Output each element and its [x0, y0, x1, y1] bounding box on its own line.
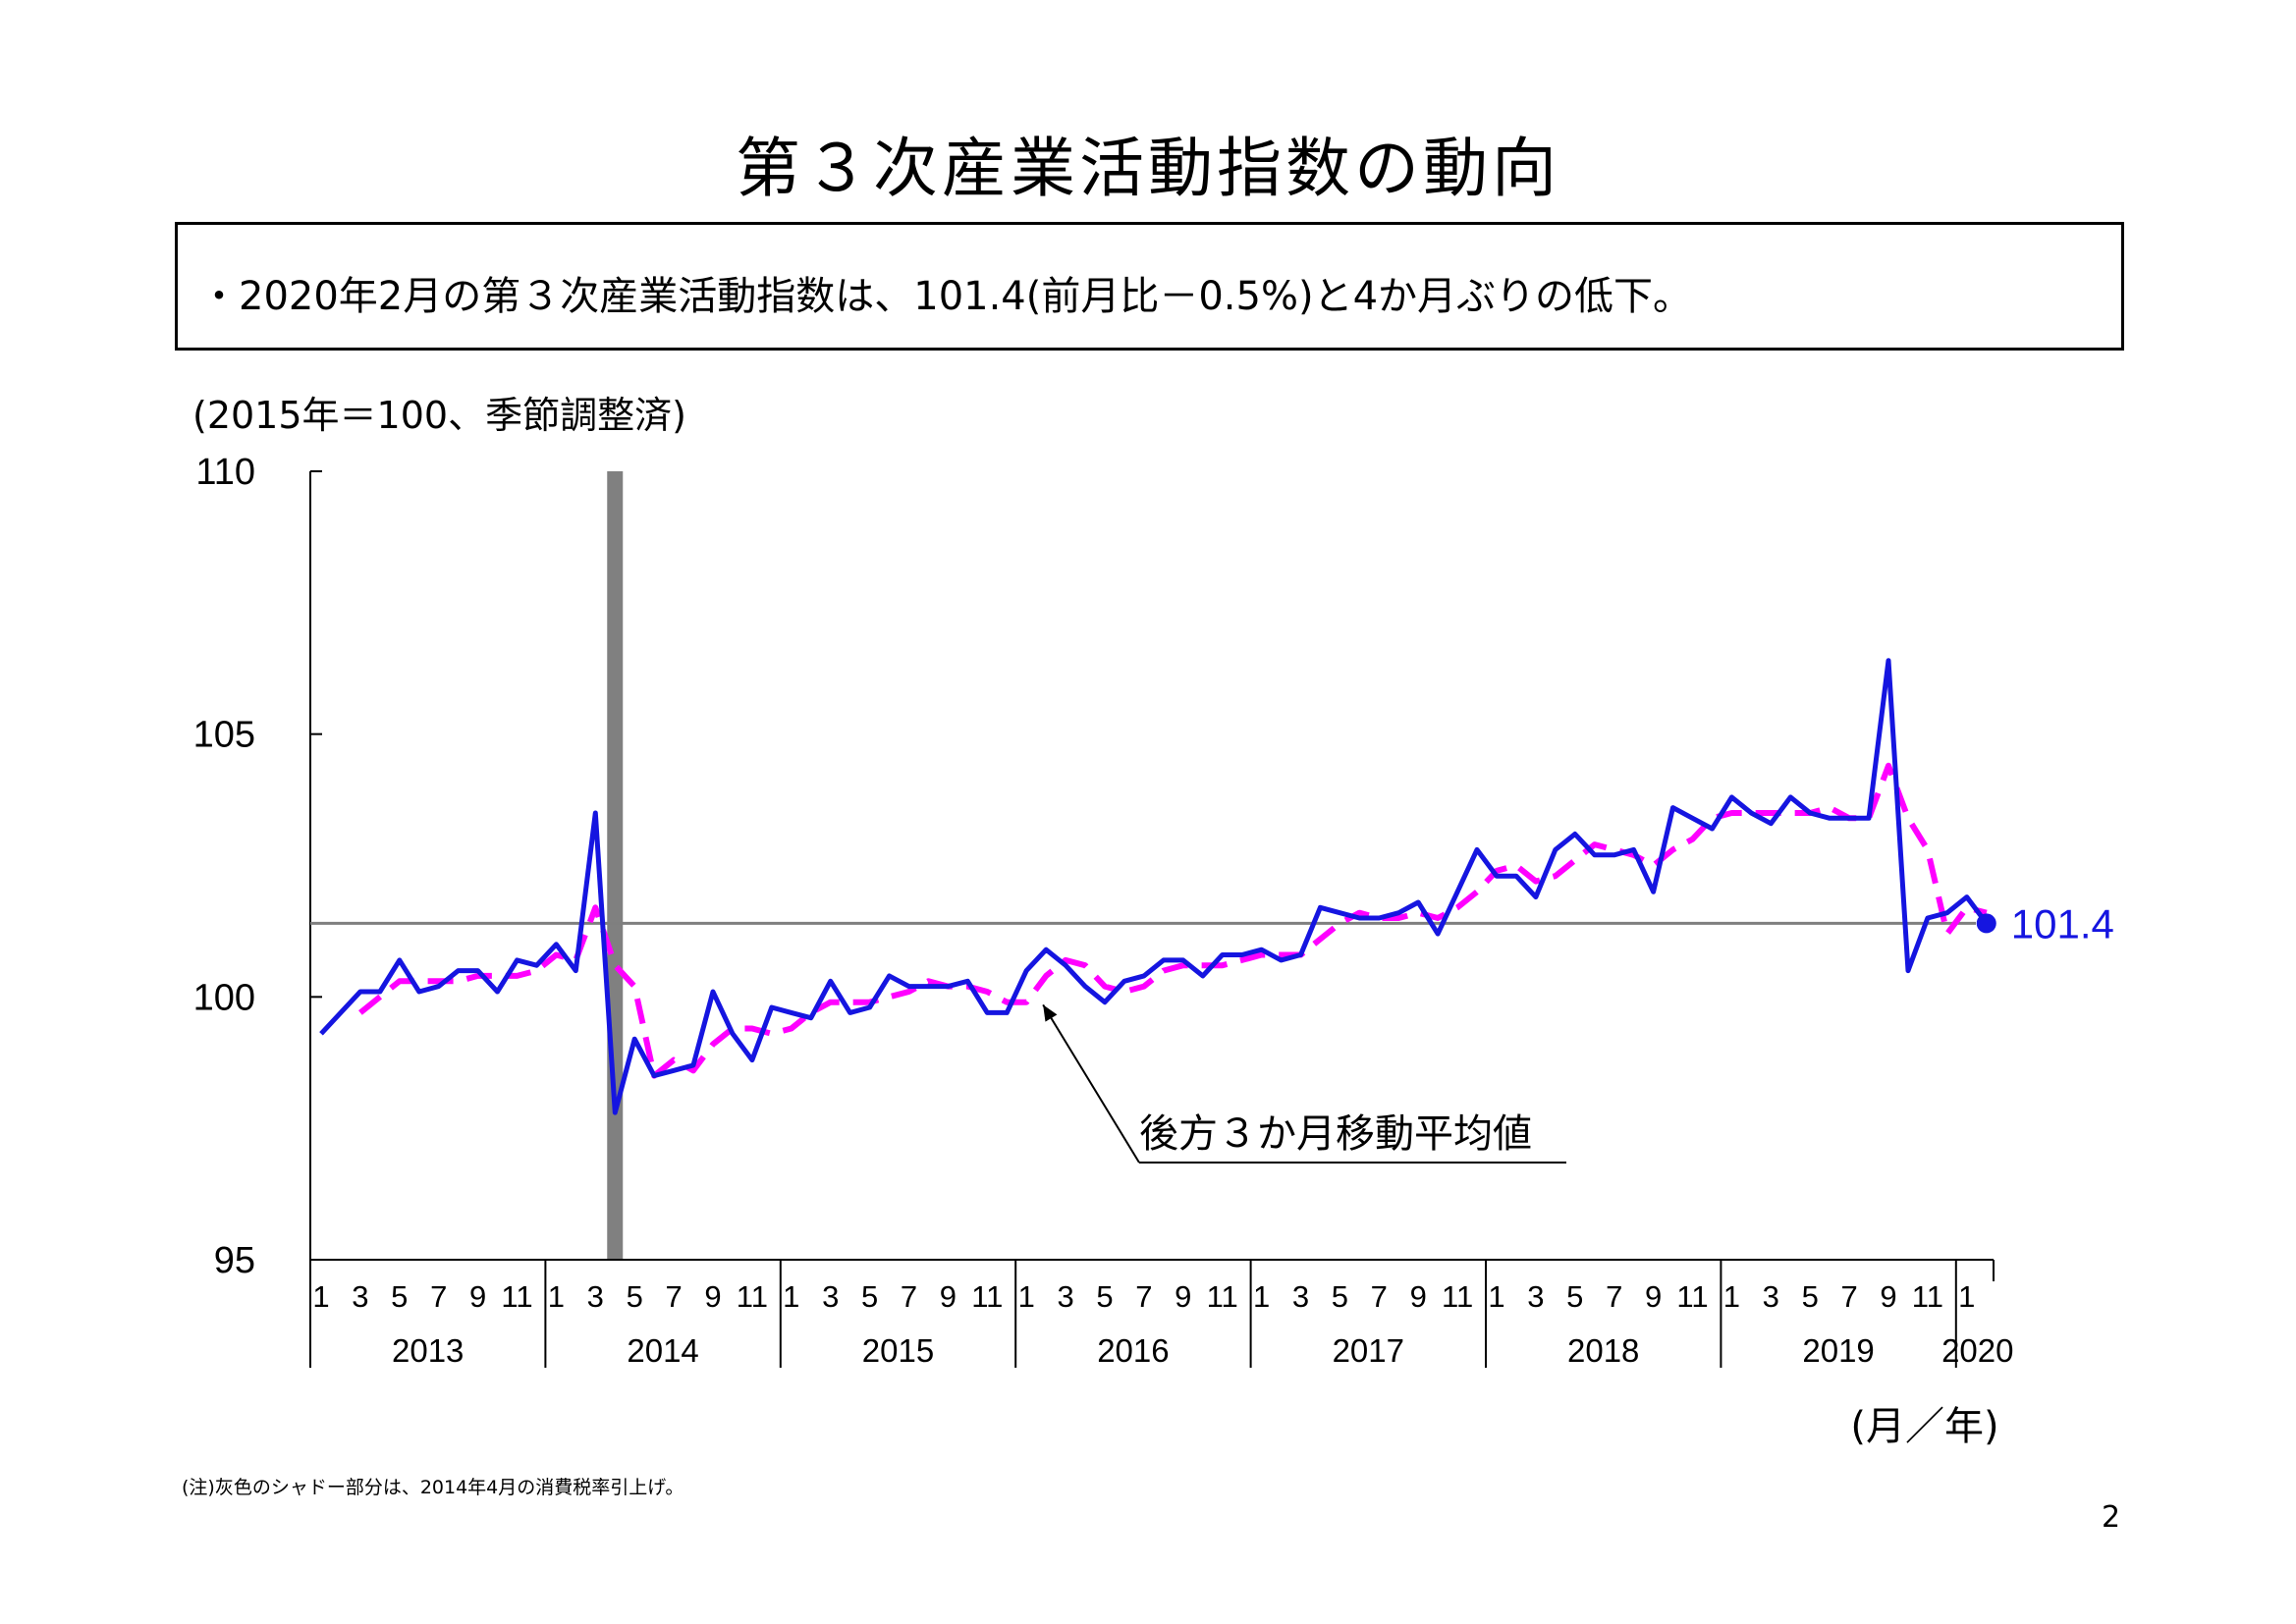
month-tick-label: 3: [1292, 1279, 1309, 1314]
y-tick-label: 95: [214, 1240, 255, 1281]
annotation-leader: [1042, 1003, 1140, 1164]
month-tick-label: 11: [501, 1279, 532, 1314]
month-tick-label: 1: [312, 1279, 329, 1314]
month-tick-label: 5: [1096, 1279, 1113, 1314]
year-label: 2014: [627, 1332, 698, 1369]
page-number: 2: [2102, 1500, 2121, 1535]
month-tick-label: 3: [587, 1279, 604, 1314]
year-label: 2019: [1802, 1332, 1874, 1369]
month-tick-label: 5: [627, 1279, 643, 1314]
month-tick-label: 9: [469, 1279, 486, 1314]
month-tick-label: 9: [1410, 1279, 1427, 1314]
month-tick-label: 5: [391, 1279, 408, 1314]
year-label: 2020: [1941, 1332, 2013, 1369]
chart-series: [319, 658, 1996, 1115]
month-tick-label: 1: [1253, 1279, 1270, 1314]
y-tick-label: 110: [195, 452, 255, 493]
month-tick-label: 9: [1645, 1279, 1662, 1314]
month-tick-label: 1: [1958, 1279, 1975, 1314]
month-tick-label: 7: [901, 1279, 917, 1314]
month-tick-label: 1: [1018, 1279, 1035, 1314]
summary-box: ・2020年2月の第３次産業活動指数は、101.4(前月比－0.5%)と4か月ぶ…: [175, 222, 2124, 351]
year-label: 2017: [1333, 1332, 1404, 1369]
month-tick-label: 5: [1566, 1279, 1583, 1314]
month-tick-label: 11: [1442, 1279, 1473, 1314]
month-tick-label: 7: [1371, 1279, 1388, 1314]
month-tick-label: 3: [822, 1279, 839, 1314]
month-tick-label: 7: [665, 1279, 682, 1314]
month-tick-label: 11: [1207, 1279, 1238, 1314]
month-tick-label: 3: [1527, 1279, 1544, 1314]
month-tick-label: 7: [1840, 1279, 1857, 1314]
moving-average-line: [358, 762, 1988, 1079]
month-tick-label: 1: [548, 1279, 565, 1314]
month-tick-label: 5: [1332, 1279, 1348, 1314]
latest-point-marker: [1976, 913, 1996, 934]
moving-average-annotation: 後方３か月移動平均値: [1139, 1111, 1532, 1157]
month-tick-label: 9: [704, 1279, 721, 1314]
latest-value-label: 101.4: [2011, 900, 2114, 947]
month-tick-label: 5: [1802, 1279, 1819, 1314]
month-tick-label: 11: [737, 1279, 768, 1314]
x-axis-label: (月／年): [1850, 1404, 1998, 1449]
month-tick-label: 7: [1135, 1279, 1152, 1314]
unit-label: (2015年＝100、季節調整済): [192, 394, 686, 437]
month-tick-label: 7: [1606, 1279, 1622, 1314]
shaded-period-bar: [607, 471, 624, 1260]
y-tick-label: 100: [193, 977, 255, 1018]
year-label: 2015: [862, 1332, 934, 1369]
month-tick-label: 1: [1723, 1279, 1740, 1314]
month-tick-label: 1: [1488, 1279, 1504, 1314]
y-tick-label: 105: [193, 715, 255, 756]
year-label: 2013: [392, 1332, 464, 1369]
month-tick-label: 1: [783, 1279, 799, 1314]
month-tick-label: 7: [430, 1279, 447, 1314]
month-tick-label: 9: [1175, 1279, 1191, 1314]
month-tick-label: 11: [971, 1279, 1003, 1314]
month-tick-label: 11: [1676, 1279, 1708, 1314]
month-tick-label: 3: [352, 1279, 368, 1314]
month-tick-label: 5: [861, 1279, 878, 1314]
month-tick-label: 9: [1880, 1279, 1896, 1314]
month-tick-label: 3: [1763, 1279, 1779, 1314]
month-tick-label: 3: [1057, 1279, 1073, 1314]
summary-text: ・2020年2月の第３次産業活動指数は、101.4(前月比－0.5%)と4か月ぶ…: [199, 274, 1693, 319]
month-tick-label: 9: [940, 1279, 957, 1314]
index-line: [319, 658, 1989, 1115]
chart-frame: [309, 470, 1995, 1368]
month-tick-label: 11: [1912, 1279, 1943, 1314]
footnote: (注)灰色のシャドー部分は、2014年4月の消費税率引上げ。: [182, 1477, 684, 1498]
annotation-arrowhead: [1043, 1004, 1058, 1022]
year-label: 2018: [1567, 1332, 1639, 1369]
page-title: 第３次産業活動指数の動向: [736, 131, 1560, 206]
year-label: 2016: [1097, 1332, 1169, 1369]
